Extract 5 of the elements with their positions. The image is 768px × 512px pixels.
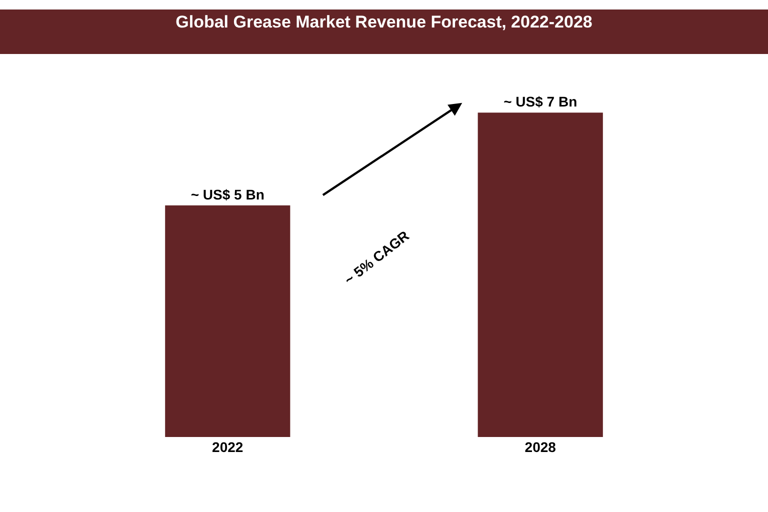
x-tick-label: 2022 (212, 439, 244, 455)
data-label: ~ US$ 5 Bn (190, 186, 264, 202)
x-tick-label: 2028 (524, 439, 556, 455)
chart-title: Global Grease Market Revenue Forecast, 2022-2028 (176, 12, 592, 32)
data-label: ~ US$ 7 Bn (504, 94, 578, 110)
